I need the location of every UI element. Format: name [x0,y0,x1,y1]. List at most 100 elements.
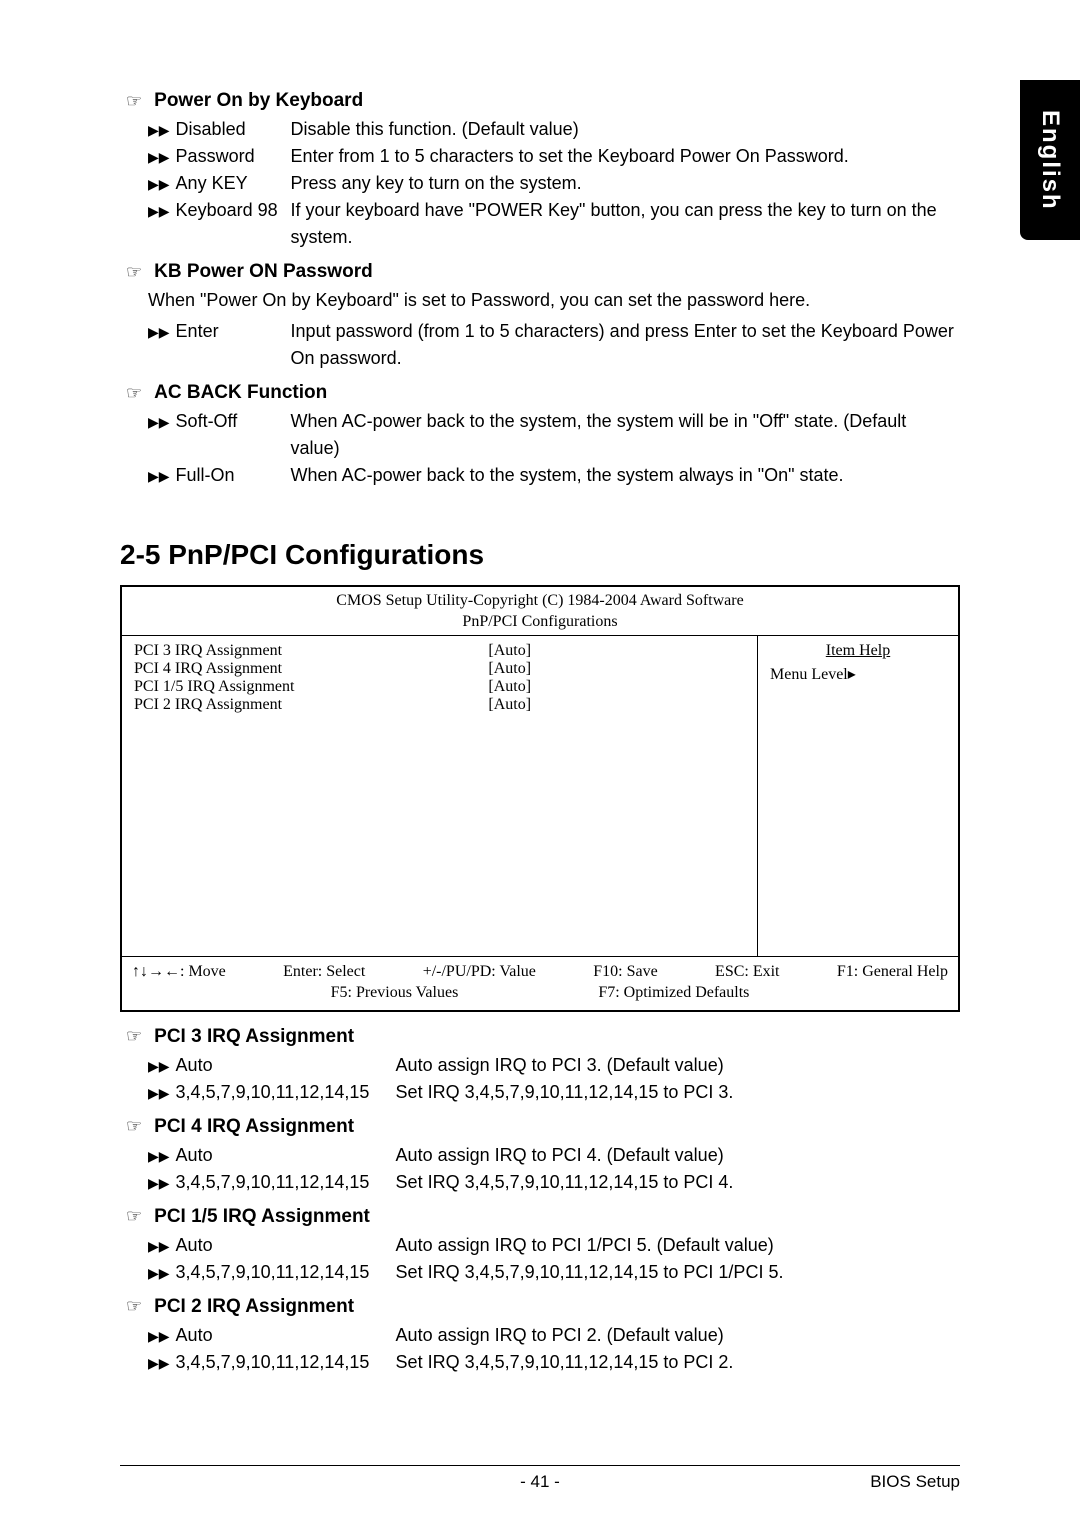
bios-nav-value: +/-/PU/PD: Value [423,961,536,983]
option-row: ▶▶Soft-OffWhen AC-power back to the syst… [120,408,960,462]
option-label: Password [176,143,291,170]
arrow-icon: ▶▶ [148,143,170,170]
option-label: 3,4,5,7,9,10,11,12,14,15 [176,1169,396,1196]
option-label: 3,4,5,7,9,10,11,12,14,15 [176,1349,396,1376]
option-row: ▶▶AutoAuto assign IRQ to PCI 4. (Default… [120,1142,960,1169]
page-footer: - 41 - BIOS Setup [120,1465,960,1492]
option-label: Auto [176,1322,396,1349]
pointer-icon: ☞ [126,1116,142,1137]
bios-left-panel: PCI 3 IRQ Assignment[Auto]PCI 4 IRQ Assi… [122,636,758,956]
option-title-text: PCI 1/5 IRQ Assignment [154,1206,370,1228]
arrow-icon: ▶▶ [148,1259,170,1286]
option-note: When "Power On by Keyboard" is set to Pa… [120,287,960,314]
arrow-icon: ▶▶ [148,1349,170,1376]
option-row: ▶▶EnterInput password (from 1 to 5 chara… [120,318,960,372]
option-block: ☞PCI 2 IRQ Assignment▶▶AutoAuto assign I… [120,1296,960,1376]
option-block: ☞PCI 3 IRQ Assignment▶▶AutoAuto assign I… [120,1026,960,1106]
pointer-icon: ☞ [126,383,142,404]
option-row: ▶▶Keyboard 98If your keyboard have "POWE… [120,197,960,251]
option-description: Disable this function. (Default value) [291,116,960,143]
option-title: ☞ AC BACK Function [120,382,960,404]
option-description: Enter from 1 to 5 characters to set the … [291,143,960,170]
bios-setting-label: PCI 2 IRQ Assignment [134,696,488,714]
option-row: ▶▶3,4,5,7,9,10,11,12,14,15Set IRQ 3,4,5,… [120,1169,960,1196]
option-title: ☞ KB Power ON Password [120,261,960,283]
bios-nav-help: F1: General Help [837,961,948,983]
bios-nav-move: ↑↓→←: Move [132,961,226,983]
option-label: Disabled [176,116,291,143]
option-row: ▶▶PasswordEnter from 1 to 5 characters t… [120,143,960,170]
option-title: ☞ PCI 1/5 IRQ Assignment [120,1206,960,1228]
option-label: Any KEY [176,170,291,197]
option-description: Auto assign IRQ to PCI 4. (Default value… [396,1142,960,1169]
option-description: Set IRQ 3,4,5,7,9,10,11,12,14,15 to PCI … [396,1169,960,1196]
option-title-text: KB Power ON Password [154,261,373,283]
option-label: Auto [176,1232,396,1259]
bios-help-panel: Item Help Menu Level▸ [758,636,958,956]
option-description: Input password (from 1 to 5 characters) … [291,318,960,372]
pointer-icon: ☞ [126,91,142,112]
bios-setting-value: [Auto] [488,642,745,660]
bios-item-help-title: Item Help [770,642,946,660]
option-description: Press any key to turn on the system. [291,170,960,197]
pointer-icon: ☞ [126,262,142,283]
option-row: ▶▶AutoAuto assign IRQ to PCI 1/PCI 5. (D… [120,1232,960,1259]
arrow-icon: ▶▶ [148,1232,170,1259]
option-label: Full-On [176,462,291,489]
option-label: Enter [176,318,291,372]
pointer-icon: ☞ [126,1206,142,1227]
bios-screen: CMOS Setup Utility-Copyright (C) 1984-20… [120,585,960,1012]
option-title-text: PCI 4 IRQ Assignment [154,1116,354,1138]
option-block: ☞ PCI 4 IRQ Assignment ▶▶AutoAuto assign I… [120,1116,960,1196]
option-title-text: PCI 3 IRQ Assignment [154,1026,354,1048]
arrow-icon: ▶▶ [148,1052,170,1079]
option-label: Soft-Off [176,408,291,462]
arrow-icon: ▶▶ [148,1142,170,1169]
option-row: ▶▶3,4,5,7,9,10,11,12,14,15Set IRQ 3,4,5,… [120,1259,960,1286]
option-row: ▶▶3,4,5,7,9,10,11,12,14,15Set IRQ 3,4,5,… [120,1079,960,1106]
option-title-text: PCI 2 IRQ Assignment [154,1296,354,1318]
option-title: ☞ PCI 2 IRQ Assignment [120,1296,960,1318]
option-label: Keyboard 98 [176,197,291,251]
bios-footer: ↑↓→←: Move Enter: Select +/-/PU/PD: Valu… [122,956,958,1010]
bios-header-line2: PnP/PCI Configurations [122,612,958,633]
option-row: ▶▶Full-OnWhen AC-power back to the syste… [120,462,960,489]
bios-setting-value: [Auto] [488,696,745,714]
option-label: Auto [176,1142,396,1169]
option-description: When AC-power back to the system, the sy… [291,408,960,462]
option-description: Set IRQ 3,4,5,7,9,10,11,12,14,15 to PCI … [396,1349,960,1376]
bios-nav-prev: F5: Previous Values [331,982,459,1004]
option-title: ☞ Power On by Keyboard [120,90,960,112]
arrow-icon: ▶▶ [148,197,170,251]
option-title-text: Power On by Keyboard [154,90,363,112]
option-title-text: AC BACK Function [154,382,327,404]
arrow-icon: ▶▶ [148,1322,170,1349]
option-row: ▶▶Any KEYPress any key to turn on the sy… [120,170,960,197]
bios-nav-exit: ESC: Exit [715,961,779,983]
bios-setting-row: PCI 1/5 IRQ Assignment[Auto] [134,678,745,696]
pointer-icon: ☞ [126,1296,142,1317]
option-title: ☞ PCI 3 IRQ Assignment [120,1026,960,1048]
footer-section: BIOS Setup [870,1472,960,1492]
bios-setting-row: PCI 3 IRQ Assignment[Auto] [134,642,745,660]
arrow-icon: ▶▶ [148,318,170,372]
bios-setting-label: PCI 1/5 IRQ Assignment [134,678,488,696]
pointer-icon: ☞ [126,1026,142,1047]
option-label: 3,4,5,7,9,10,11,12,14,15 [176,1259,396,1286]
option-block: ☞ KB Power ON Password When "Power On by K… [120,261,960,372]
arrow-icon: ▶▶ [148,1079,170,1106]
bios-setting-row: PCI 4 IRQ Assignment[Auto] [134,660,745,678]
bios-setting-label: PCI 3 IRQ Assignment [134,642,488,660]
option-description: When AC-power back to the system, the sy… [291,462,960,489]
bios-setting-value: [Auto] [488,660,745,678]
bios-setting-value: [Auto] [488,678,745,696]
bios-setting-row: PCI 2 IRQ Assignment[Auto] [134,696,745,714]
option-label: 3,4,5,7,9,10,11,12,14,15 [176,1079,396,1106]
page-number: - 41 - [520,1472,560,1492]
option-description: Auto assign IRQ to PCI 1/PCI 5. (Default… [396,1232,960,1259]
page-content: ☞Power On by Keyboard▶▶DisabledDisable t… [0,0,1080,1436]
bios-header: CMOS Setup Utility-Copyright (C) 1984-20… [122,587,958,636]
arrow-icon: ▶▶ [148,170,170,197]
option-description: If your keyboard have "POWER Key" button… [291,197,960,251]
arrow-icon: ▶▶ [148,462,170,489]
